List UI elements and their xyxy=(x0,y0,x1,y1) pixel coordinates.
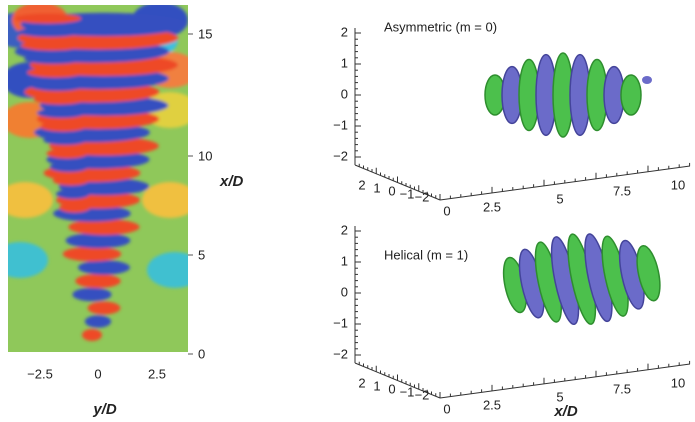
z-tick-label: 1 xyxy=(341,55,348,70)
depth-tick-label: 2 xyxy=(358,375,365,390)
contour-patch xyxy=(142,182,198,218)
z-tick-label: 1 xyxy=(341,253,348,268)
contour-blob xyxy=(82,329,102,341)
contour-blob xyxy=(14,14,81,24)
y-tick-label: 10 xyxy=(198,148,212,163)
contour-blob xyxy=(88,302,121,315)
x-tick-label: 0 xyxy=(94,366,101,381)
y-tick-label: 15 xyxy=(198,26,212,41)
depth-tick-label: 2 xyxy=(358,177,365,192)
z-tick-label: 2 xyxy=(341,24,348,39)
contour-blob xyxy=(85,315,111,328)
z-tick-label: −1 xyxy=(333,315,348,330)
z-tick-label: 0 xyxy=(341,86,348,101)
contour-patch xyxy=(147,252,203,288)
z-tick-label: −2 xyxy=(333,148,348,163)
depth-tick-label: 0 xyxy=(388,183,395,198)
depth-tick-label: −2 xyxy=(415,387,430,402)
depth-tick-label: 1 xyxy=(373,180,380,195)
depth-tick-label: −2 xyxy=(415,189,430,204)
z-tick-label: −1 xyxy=(333,117,348,132)
depth-tick-label: −1 xyxy=(400,186,415,201)
x-tick-label: −2.5 xyxy=(27,366,53,381)
contour-blob xyxy=(75,274,121,288)
isosurfaces xyxy=(485,53,664,326)
x-tick-label: 0 xyxy=(443,401,450,416)
contour-blob xyxy=(78,260,130,275)
panel-label: Asymmetric (m = 0) xyxy=(384,19,497,34)
x-tick-label: 2.5 xyxy=(148,366,166,381)
x-tick-label: 2.5 xyxy=(483,199,501,214)
panel-label: Helical (m = 1) xyxy=(384,247,468,262)
z-tick-label: 0 xyxy=(341,284,348,299)
x-tick-label: 5 xyxy=(556,389,563,404)
x-tick-label: 0 xyxy=(443,203,450,218)
isosurface-blob xyxy=(642,76,652,84)
z-tick-label: 2 xyxy=(341,222,348,237)
x-tick-label: 2.5 xyxy=(483,397,501,412)
x-tick-label: 7.5 xyxy=(613,183,631,198)
depth-tick-label: −1 xyxy=(400,384,415,399)
left-x-label: y/D xyxy=(92,401,117,418)
x-axis xyxy=(440,364,690,398)
contour-blob xyxy=(63,247,121,262)
x-tick-label: 10 xyxy=(671,177,685,192)
x-tick-label: 7.5 xyxy=(613,381,631,396)
y-tick-label: 5 xyxy=(198,247,205,262)
right-x-label: x/D xyxy=(553,403,578,420)
depth-tick-label: 0 xyxy=(388,381,395,396)
z-tick-label: −2 xyxy=(333,346,348,361)
x-axis xyxy=(440,166,690,200)
depth-tick-label: 1 xyxy=(373,378,380,393)
figure: x/D y/D x/D 151050−2.502.5210−1−2210−1−2… xyxy=(0,0,695,422)
x-tick-label: 10 xyxy=(671,375,685,390)
contour-blob xyxy=(66,233,131,249)
left-y-label: x/D xyxy=(219,173,244,190)
x-tick-label: 5 xyxy=(556,191,563,206)
contour-blob xyxy=(72,288,111,302)
isosurface-ring xyxy=(621,75,641,115)
y-tick-label: 0 xyxy=(198,346,205,361)
contour-blob xyxy=(68,219,139,235)
